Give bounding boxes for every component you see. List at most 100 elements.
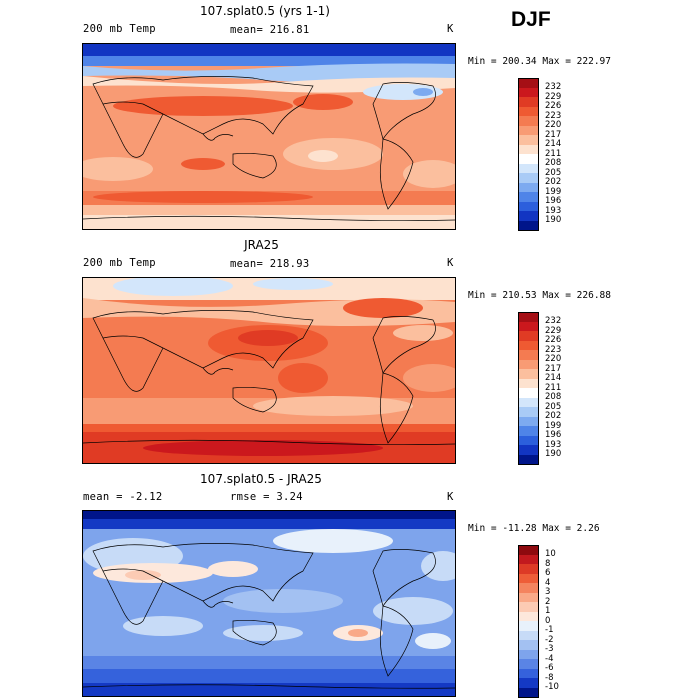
- colorbar-tick-label: 202: [545, 177, 562, 187]
- colorbar-swatch: [518, 445, 539, 455]
- colorbar-swatch: [518, 97, 539, 107]
- colorbar-tick-label: 199: [545, 186, 562, 197]
- panel-title: JRA25: [244, 238, 279, 252]
- colorbar-tick-label: 205: [545, 167, 562, 178]
- colorbar-swatch: [518, 621, 539, 631]
- colorbar-swatch: [518, 564, 539, 574]
- colorbar-swatch: [518, 583, 539, 593]
- colorbar-tick-label: -8: [545, 672, 554, 683]
- colorbar-swatch: [518, 678, 539, 688]
- colorbar-swatch: [518, 659, 539, 669]
- colorbar-tick-label: 193: [545, 439, 562, 450]
- colorbar-swatch: [518, 668, 539, 679]
- colorbar-tick-label: 193: [545, 205, 562, 216]
- unit-label: K: [447, 257, 454, 269]
- unit-label: K: [447, 491, 454, 503]
- colorbar-swatch: [518, 220, 539, 231]
- colorbar-tick-label: 2: [545, 596, 551, 607]
- colorbar-swatch: [518, 630, 539, 641]
- colorbar-tick-label: 199: [545, 420, 562, 431]
- colorbar-swatch: [518, 350, 539, 360]
- colorbar-swatch: [518, 135, 539, 145]
- mean-label: mean = -2.12: [83, 491, 163, 503]
- colorbar-swatch: [518, 407, 539, 417]
- colorbar-tick-label: 4: [545, 577, 551, 588]
- colorbar-tick-label: 214: [545, 139, 562, 149]
- colorbar-swatch: [518, 312, 539, 322]
- panel-title: 107.splat0.5 (yrs 1-1): [200, 4, 330, 18]
- colorbar-tick-label: -6: [545, 663, 554, 673]
- colorbar-tick-label: 229: [545, 91, 562, 102]
- colorbar-swatch: [518, 687, 539, 698]
- rmse-label: rmse = 3.24: [230, 491, 303, 503]
- colorbar-tick-label: 226: [545, 335, 562, 345]
- colorbar-tick-label: 202: [545, 411, 562, 421]
- min-max-label: Min = 200.34 Max = 222.97: [468, 56, 611, 67]
- unit-label: K: [447, 23, 454, 35]
- colorbar-swatch: [518, 211, 539, 221]
- colorbar-swatch: [518, 331, 539, 341]
- variable-label: 200 mb Temp: [83, 257, 156, 269]
- colorbar-swatch: [518, 649, 539, 660]
- mean-label: mean= 216.81: [230, 24, 310, 36]
- colorbar-swatch: [518, 78, 539, 88]
- colorbar-swatch: [518, 201, 539, 212]
- colorbar-tick-label: 8: [545, 558, 551, 569]
- colorbar-tick-label: 220: [545, 120, 562, 130]
- colorbar-swatch: [518, 545, 539, 555]
- colorbar-tick-label: 229: [545, 325, 562, 336]
- colorbar-swatch: [518, 192, 539, 202]
- colorbar-tick-label: 226: [545, 101, 562, 111]
- colorbar-tick-label: 190: [545, 215, 562, 225]
- colorbar-tick-label: 223: [545, 344, 562, 355]
- colorbar-swatch: [518, 435, 539, 446]
- colorbar-tick-label: 190: [545, 449, 562, 459]
- colorbar-tick-label: -4: [545, 653, 554, 664]
- map-panel: [82, 277, 456, 464]
- colorbar-swatch: [518, 125, 539, 136]
- colorbar-swatch: [518, 602, 539, 612]
- colorbar-tick-label: 0: [545, 615, 551, 626]
- colorbar-tick-label: 211: [545, 382, 562, 393]
- season-label: DJF: [511, 8, 551, 31]
- colorbar-tick-label: 205: [545, 401, 562, 412]
- colorbar-tick-label: 232: [545, 316, 562, 326]
- colorbar-tick-label: 3: [545, 587, 551, 597]
- colorbar-tick-label: 1: [545, 606, 551, 616]
- colorbar-swatch: [518, 426, 539, 436]
- colorbar-swatch: [518, 369, 539, 379]
- colorbar-swatch: [518, 378, 539, 389]
- colorbar-swatch: [518, 106, 539, 117]
- mean-label: mean= 218.93: [230, 258, 310, 270]
- colorbar-tick-label: 220: [545, 354, 562, 364]
- colorbar-swatch: [518, 173, 539, 183]
- colorbar-tick-label: 217: [545, 129, 562, 140]
- map-panel: [82, 43, 456, 230]
- colorbar-tick-label: 196: [545, 430, 562, 440]
- colorbar-swatch: [518, 359, 539, 370]
- colorbar-tick-label: 196: [545, 196, 562, 206]
- colorbar-tick-label: 232: [545, 82, 562, 92]
- colorbar-swatch: [518, 116, 539, 126]
- colorbar-swatch: [518, 154, 539, 164]
- colorbar-swatch: [518, 388, 539, 398]
- colorbar-tick-label: 214: [545, 373, 562, 383]
- colorbar-tick-label: 10: [545, 549, 556, 559]
- colorbar-swatch: [518, 340, 539, 351]
- colorbar-tick-label: -10: [545, 682, 559, 692]
- colorbar-tick-label: 208: [545, 392, 562, 402]
- min-max-label: Min = -11.28 Max = 2.26: [468, 523, 600, 534]
- colorbar-swatch: [518, 182, 539, 193]
- variable-label: 200 mb Temp: [83, 23, 156, 35]
- colorbar-swatch: [518, 321, 539, 332]
- colorbar-swatch: [518, 163, 539, 174]
- map-panel: [82, 510, 456, 697]
- min-max-label: Min = 210.53 Max = 226.88: [468, 290, 611, 301]
- colorbar-swatch: [518, 87, 539, 98]
- colorbar-tick-label: 208: [545, 158, 562, 168]
- colorbar-swatch: [518, 573, 539, 584]
- colorbar-tick-label: 6: [545, 568, 551, 578]
- colorbar-tick-label: 211: [545, 148, 562, 159]
- colorbar-swatch: [518, 592, 539, 603]
- colorbar-tick-label: 217: [545, 363, 562, 374]
